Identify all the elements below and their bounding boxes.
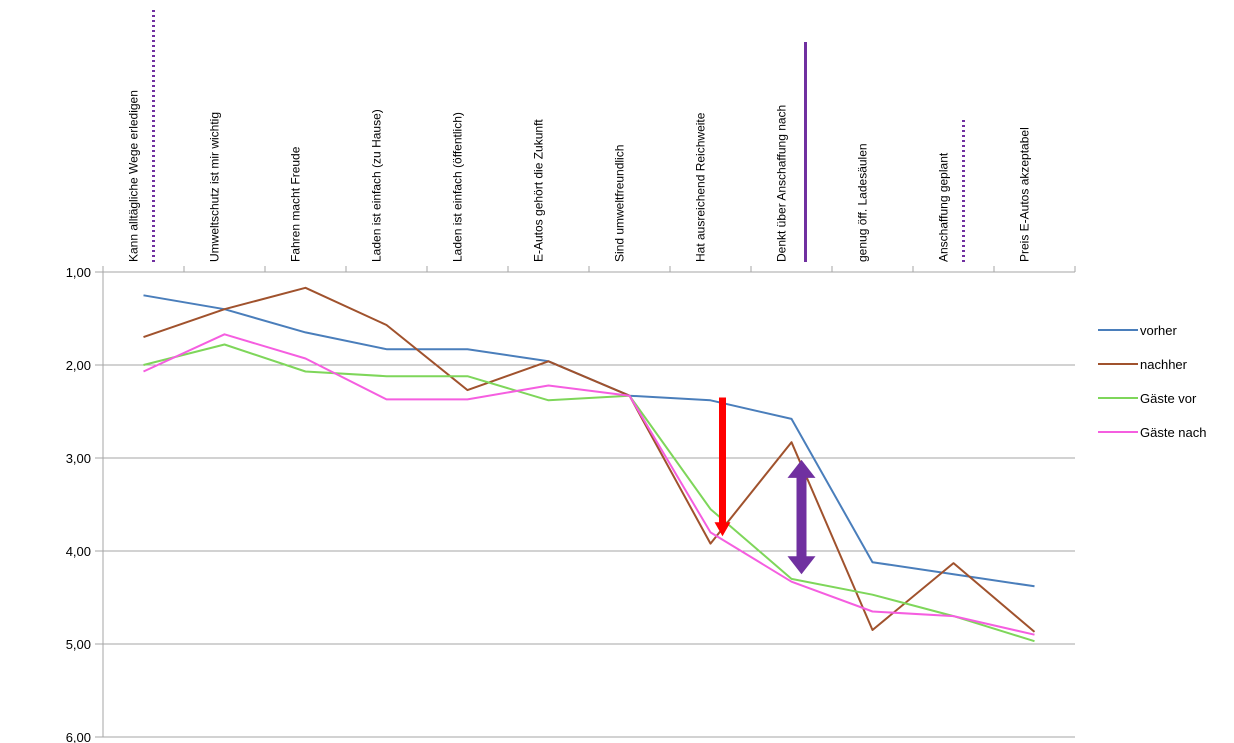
legend-label: vorher bbox=[1140, 323, 1178, 338]
y-tick-label: 4,00 bbox=[66, 544, 91, 559]
category-label: Preis E-Autos akzeptabel bbox=[1018, 127, 1032, 262]
legend-label: nachher bbox=[1140, 357, 1188, 372]
category-label: Laden ist einfach (öffentlich) bbox=[451, 112, 465, 262]
category-label: Fahren macht Freude bbox=[289, 146, 303, 262]
y-tick-label: 3,00 bbox=[66, 451, 91, 466]
series-lines bbox=[143, 286, 1036, 643]
category-label: genug öff. Ladesäulen bbox=[856, 143, 870, 262]
legend-label: Gäste vor bbox=[1140, 391, 1197, 406]
legend: vorher nachher Gäste vor Gäste nach bbox=[1098, 323, 1207, 440]
category-label: E-Autos gehört die Zukunft bbox=[532, 119, 546, 262]
red-arrow-head bbox=[714, 522, 731, 537]
y-axis-ticks: 1,00 2,00 3,00 4,00 5,00 6,00 bbox=[66, 265, 91, 743]
purple-arrow-shaft bbox=[796, 475, 807, 559]
y-tick-label: 5,00 bbox=[66, 637, 91, 652]
category-label: Umweltschutz ist mir wichtig bbox=[208, 112, 222, 262]
y-tick-label: 6,00 bbox=[66, 730, 91, 743]
series-line-g-ste-vor bbox=[143, 343, 1035, 643]
y-tick-label: 2,00 bbox=[66, 358, 91, 373]
category-labels: Kann alltägliche Wege erledigen Umweltsch… bbox=[127, 90, 1032, 262]
category-label: Laden ist einfach (zu Hause) bbox=[370, 109, 384, 262]
series-line-g-ste-nach bbox=[143, 333, 1035, 636]
category-label: Sind umweltfreundlich bbox=[613, 145, 627, 262]
grid-lines bbox=[95, 266, 1076, 738]
category-label: Kann alltägliche Wege erledigen bbox=[127, 90, 141, 262]
category-markers bbox=[152, 10, 965, 262]
series-line-vorher bbox=[143, 294, 1035, 588]
category-label: Hat ausreichend Reichweite bbox=[694, 112, 708, 262]
annotation-arrows bbox=[714, 397, 816, 575]
purple-arrow-head-down bbox=[787, 556, 816, 575]
purple-arrow-head-up bbox=[787, 459, 816, 478]
legend-label: Gäste nach bbox=[1140, 425, 1207, 440]
series-line-nachher bbox=[143, 286, 1036, 633]
category-label: Denkt über Anschaffung nach bbox=[775, 105, 789, 262]
y-tick-label: 1,00 bbox=[66, 265, 91, 280]
category-label: Anschaffung geplant bbox=[937, 152, 951, 262]
